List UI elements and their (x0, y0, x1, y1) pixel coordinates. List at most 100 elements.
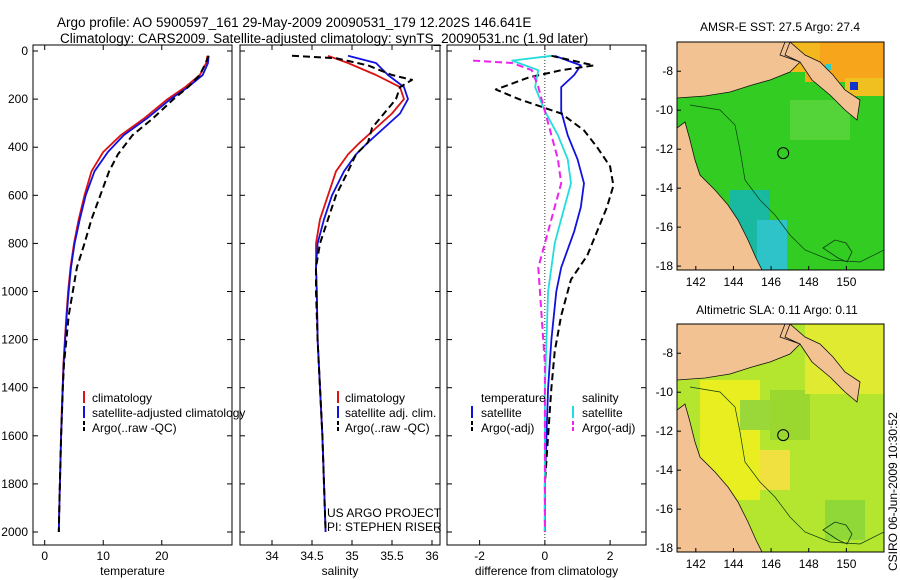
map-y-tick-label: -14 (656, 181, 674, 195)
series-line-argo-raw-qc- (57, 55, 210, 533)
x-tick-label: 35.5 (380, 549, 404, 563)
series-line-salinity-satellite (511, 54, 572, 532)
x-tick-label: -2 (474, 549, 485, 563)
legend-label-climatology: climatology (345, 391, 405, 405)
map-y-tick-label: -14 (656, 463, 674, 477)
depth-tick-label: 400 (8, 140, 28, 154)
map-x-tick-label: 150 (836, 275, 856, 289)
map-y-tick-label: -12 (656, 424, 674, 438)
map-y-tick-label: -16 (656, 220, 674, 234)
map-x-tick-label: 146 (761, 275, 781, 289)
map-x-tick-label: 146 (761, 557, 781, 571)
sla-depth-contour (689, 386, 884, 545)
legend-label-temp-argo: Argo(-adj) (481, 421, 534, 435)
legend-header-salinity: salinity (582, 391, 619, 405)
sla-green-patch (770, 390, 810, 440)
depth-tick-label: 1400 (1, 381, 28, 395)
sla-orange-patch (760, 450, 790, 490)
x-tick-label: 0 (542, 549, 549, 563)
map-x-tick-label: 148 (799, 557, 819, 571)
depth-axis: 0 200 400 600 800 1000 1200 1400 1600 1800 2000 (1, 44, 28, 539)
figure-title-line2: Climatology: CARS2009. Satellite-adjuste… (60, 31, 588, 46)
salinity-legend: climatology satellite adj. clim. Argo(..… (327, 391, 442, 534)
x-tick-label: 0 (41, 549, 48, 563)
series-line-salinity-argo-adj- (473, 59, 563, 532)
series-line-climatology (315, 54, 405, 533)
x-axis-label: temperature (100, 564, 165, 578)
series-line-satellite-adj-clim- (315, 54, 409, 533)
depth-tick-label: 200 (8, 92, 28, 106)
x-tick-label: 20 (155, 549, 169, 563)
map-y-tick-label: -16 (656, 502, 674, 516)
series-line-temperature-argo-adj- (494, 54, 615, 532)
difference-legend: temperature satellite Argo(-adj) salinit… (471, 391, 635, 435)
depth-tick-label: 1000 (1, 285, 28, 299)
sst-reef-outline (822, 239, 853, 263)
legend-label-sal-satellite: satellite (582, 406, 623, 420)
sla-map (676, 323, 885, 553)
map-y-tick-label: -18 (656, 259, 674, 273)
sst-map-axes: 142 144 146 148 150 -8 -10 -12 -14 -16 -18 (656, 64, 857, 289)
series-line-climatology (57, 55, 209, 533)
sla-map-axes: 142 144 146 148 150 -8 -10 -12 -14 -16 -18 (656, 346, 857, 571)
series-line-temperature-satellite (544, 54, 585, 532)
sla-map-title: Altimetric SLA: 0.11 Argo: 0.11 (696, 303, 858, 317)
project-credit: US ARGO PROJECT (327, 506, 442, 520)
salinity-panel: 34 34.5 35 35.5 36 salinity (239, 44, 441, 578)
depth-tick-label: 1800 (1, 477, 28, 491)
map-y-tick-label: -12 (656, 142, 674, 156)
map-x-tick-label: 142 (686, 275, 706, 289)
panel-frame (446, 44, 647, 546)
x-axis-label: difference from climatology (475, 564, 618, 578)
legend-label-argo: Argo(..raw -QC) (345, 421, 430, 435)
map-y-tick-label: -8 (662, 346, 673, 360)
sst-png-land (677, 42, 861, 121)
series-line-argo-raw-qc- (291, 54, 413, 533)
figure-title-line1: Argo profile: AO 5900597_161 29-May-2009… (57, 15, 531, 30)
sst-argo-position (777, 147, 790, 160)
sst-map-title: AMSR-E SST: 27.5 Argo: 27.4 (700, 20, 860, 34)
map-y-tick-label: -10 (656, 103, 674, 117)
map-x-tick-label: 144 (723, 275, 743, 289)
sst-depth-contour (689, 104, 884, 263)
x-tick-label: 35 (345, 549, 359, 563)
depth-tick-label: 1200 (1, 333, 28, 347)
legend-label-sal-argo: Argo(-adj) (582, 421, 635, 435)
map-x-tick-label: 150 (836, 557, 856, 571)
sst-australia-land (677, 121, 763, 270)
panel-frame (32, 44, 233, 546)
x-tick-label: 2 (607, 549, 614, 563)
depth-tick-label: 0 (21, 44, 28, 58)
x-tick-label: 34 (265, 549, 279, 563)
x-tick-label: 36 (425, 549, 439, 563)
pi-credit: PI: STEPHEN RISER (327, 520, 442, 534)
legend-label-satellite-adjusted: satellite-adjusted climatology (92, 406, 245, 420)
panel-frame (239, 44, 441, 546)
sst-cool-patch (790, 100, 850, 140)
sst-map (676, 41, 885, 271)
sla-argo-position (777, 429, 790, 442)
temperature-legend: climatology satellite-adjusted climatolo… (83, 391, 245, 435)
sst-pixel (825, 64, 831, 70)
depth-tick-label: 1600 (1, 429, 28, 443)
series-line-satellite-adjusted-climatology (57, 55, 210, 533)
sst-cool-strip (757, 220, 787, 270)
x-tick-label: 34.5 (300, 549, 324, 563)
sla-reef-outline (822, 521, 853, 545)
depth-tick-label: 600 (8, 188, 28, 202)
depth-tick-label: 800 (8, 236, 28, 250)
csiro-credit: CSIRO 06-Jun-2009 10:30:52 (886, 412, 900, 571)
map-y-tick-label: -10 (656, 385, 674, 399)
sla-australia-land (677, 403, 763, 552)
map-x-tick-label: 148 (799, 275, 819, 289)
depth-tick-label: 2000 (1, 525, 28, 539)
sla-png-land (677, 324, 861, 403)
legend-label-satellite-adj: satellite adj. clim. (345, 406, 436, 420)
sst-pixel (850, 82, 858, 90)
map-y-tick-label: -18 (656, 541, 674, 555)
map-x-tick-label: 142 (686, 557, 706, 571)
legend-label-argo: Argo(..raw -QC) (92, 421, 177, 435)
